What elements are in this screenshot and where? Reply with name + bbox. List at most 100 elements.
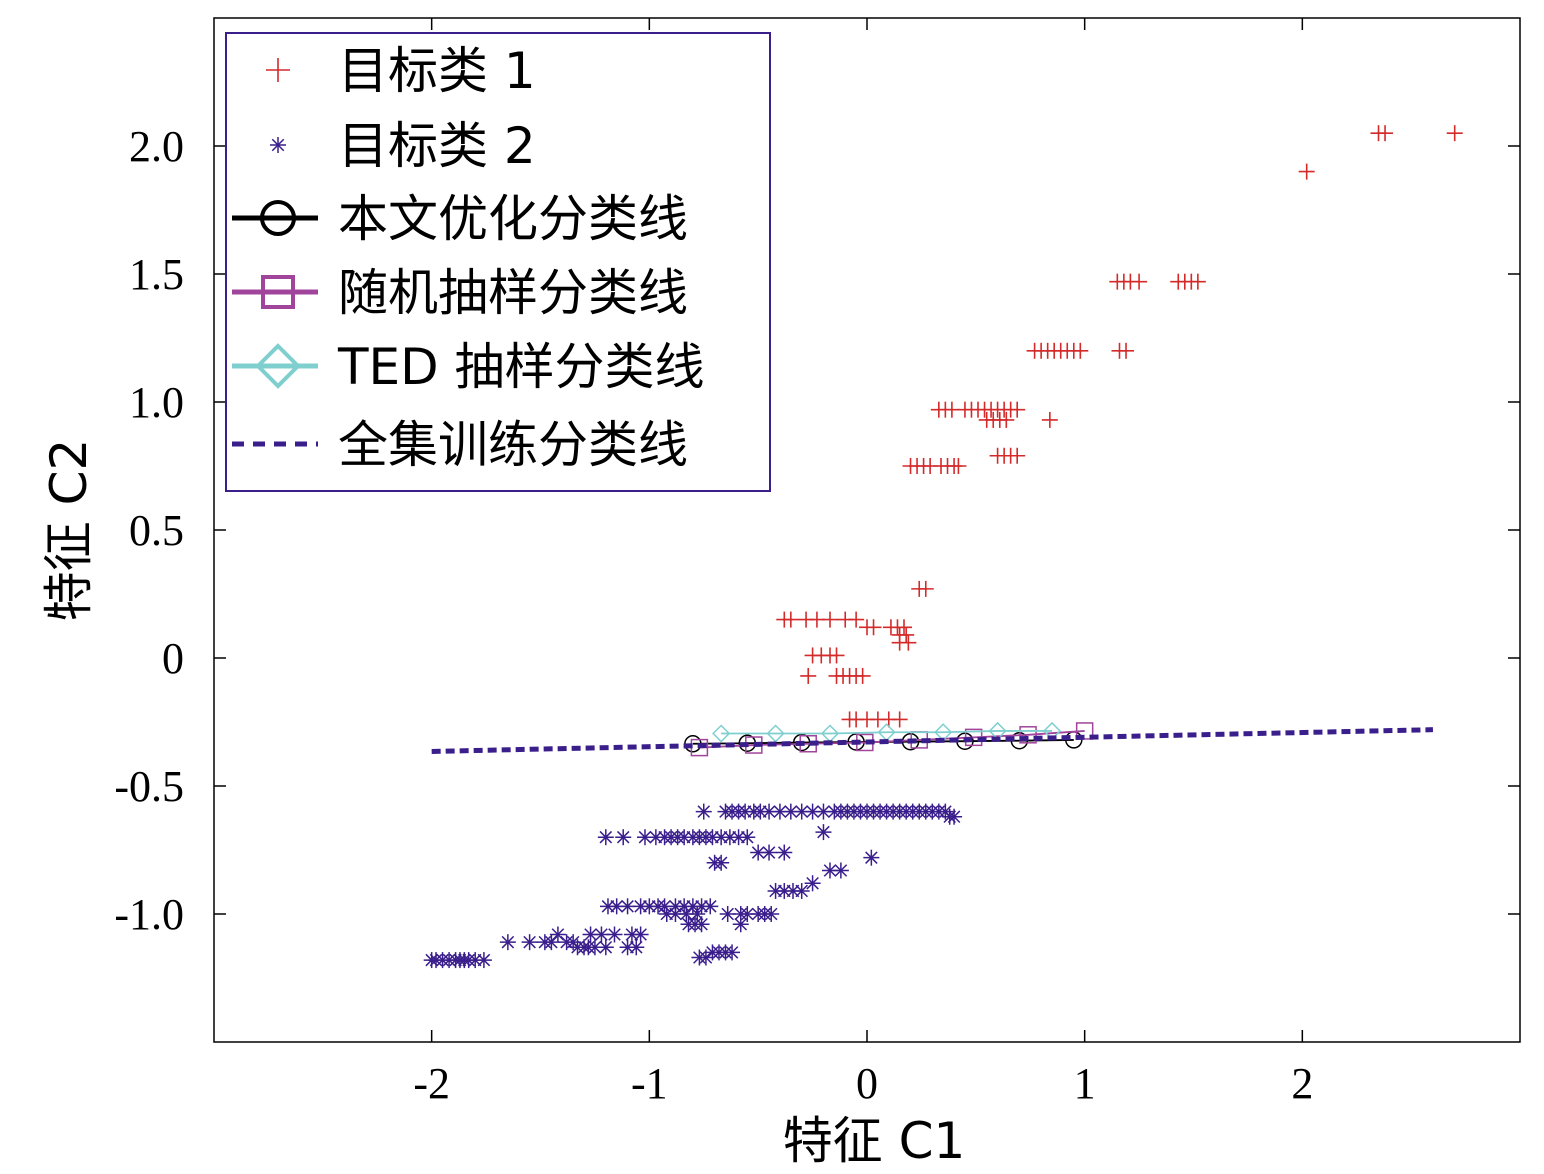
- marker-stroke: [817, 825, 830, 839]
- class1-point: [900, 634, 917, 651]
- class1-point: [950, 458, 967, 474]
- legend-plus-icon: [266, 58, 290, 82]
- marker-stroke: [721, 907, 734, 921]
- marker-stroke: [658, 900, 671, 913]
- marker-stroke: [629, 940, 643, 954]
- class1-point: [848, 611, 865, 628]
- axis-ticks: -2 -1 0 1 2 -1.0 -0.5 0 0.5 1.0 1.5 2.0: [114, 18, 1520, 1108]
- class2-point: [597, 939, 614, 956]
- class2-point: [628, 939, 645, 956]
- class2-point: [521, 934, 538, 951]
- class2-point: [863, 849, 880, 866]
- marker-stroke: [714, 856, 728, 870]
- class1-point: [1009, 401, 1026, 418]
- class2-point: [597, 829, 614, 846]
- marker-stroke: [523, 935, 536, 949]
- class1-point: [854, 667, 871, 684]
- legend-item: 随机抽样分类线: [232, 264, 688, 322]
- legend-label: 目标类 1: [338, 42, 536, 100]
- y-tick-label: 0.5: [129, 506, 184, 555]
- marker-stroke: [773, 805, 787, 818]
- legend-label: 本文优化分类线: [338, 190, 688, 248]
- x-tick-label: 2: [1291, 1059, 1313, 1108]
- legend-label: TED 抽样分类线: [337, 338, 705, 396]
- marker-stroke: [599, 940, 613, 954]
- marker-stroke: [690, 907, 704, 921]
- series-line: [431, 727, 1433, 754]
- marker-stroke: [271, 138, 285, 152]
- class2-point: [793, 882, 810, 899]
- marker-stroke: [477, 953, 491, 967]
- marker-stroke: [584, 928, 597, 941]
- legend-marker-icon: [261, 275, 295, 309]
- marker-stroke: [817, 805, 830, 818]
- legend-item: 目标类 1: [266, 42, 536, 100]
- class2-point: [549, 926, 566, 943]
- class1-point: [917, 580, 934, 597]
- legend-diamond-icon: [255, 343, 301, 389]
- class2-point: [793, 803, 810, 820]
- class1-point: [800, 667, 817, 684]
- marker-stroke: [834, 864, 848, 877]
- y-tick-label: 1.0: [129, 378, 184, 427]
- class2-point: [586, 939, 603, 956]
- class2-point: [606, 926, 623, 943]
- class1-point: [1446, 125, 1463, 142]
- marker-stroke: [588, 940, 602, 954]
- legend-label: 随机抽样分类线: [338, 264, 688, 322]
- x-tick-label: 1: [1074, 1059, 1096, 1108]
- y-tick-label: -0.5: [114, 762, 184, 811]
- marker-stroke: [551, 928, 565, 941]
- marker-stroke: [751, 846, 765, 859]
- marker-stroke: [599, 830, 613, 844]
- y-tick-label: 0: [162, 634, 184, 683]
- x-tick-label: 0: [856, 1059, 878, 1108]
- marker-stroke: [947, 810, 961, 824]
- marker-stroke: [734, 917, 748, 931]
- marker-stroke: [638, 830, 652, 844]
- y-tick-label: -1.0: [114, 890, 184, 939]
- marker-stroke: [501, 935, 515, 949]
- class1-point: [865, 619, 882, 636]
- class2-point: [678, 906, 695, 922]
- series-line: [699, 730, 1085, 749]
- marker-stroke: [703, 900, 717, 913]
- class2-point: [475, 952, 492, 969]
- class2-point: [724, 944, 741, 961]
- legend-box: [225, 32, 771, 492]
- marker-stroke: [762, 846, 776, 859]
- class2-point: [750, 844, 767, 861]
- legend-circle-icon: [260, 200, 296, 236]
- legend-marker-icon: [255, 343, 301, 389]
- class1-point: [782, 611, 799, 628]
- legend-label: 全集训练分类线: [338, 416, 688, 474]
- series-1: [423, 803, 963, 969]
- marker-stroke: [545, 935, 558, 949]
- class1-point: [821, 611, 838, 628]
- x-axis-label: 特征 C1: [783, 1112, 966, 1170]
- legend-item: TED 抽样分类线: [232, 338, 705, 396]
- marker-stroke: [610, 900, 623, 913]
- marker-stroke: [695, 917, 708, 931]
- marker-stroke: [595, 928, 608, 941]
- marker-stroke: [669, 907, 682, 921]
- x-tick-label: -2: [413, 1059, 450, 1108]
- class1-point: [1009, 447, 1026, 464]
- marker-stroke: [795, 884, 808, 898]
- marker-stroke: [608, 928, 621, 941]
- legend-item: 全集训练分类线: [232, 416, 688, 474]
- class2-point: [761, 803, 778, 820]
- class2-point: [702, 898, 719, 915]
- marker-stroke: [823, 864, 837, 877]
- marker-stroke: [740, 830, 754, 844]
- class1-point: [828, 647, 845, 664]
- class1-point: [896, 619, 913, 636]
- marker-stroke: [795, 805, 808, 818]
- class1-point: [1118, 342, 1135, 359]
- class2-point: [697, 949, 714, 966]
- class2-point: [693, 916, 710, 933]
- class2-point: [619, 898, 636, 915]
- x-tick-label: -1: [631, 1059, 668, 1108]
- marker-stroke: [634, 928, 647, 941]
